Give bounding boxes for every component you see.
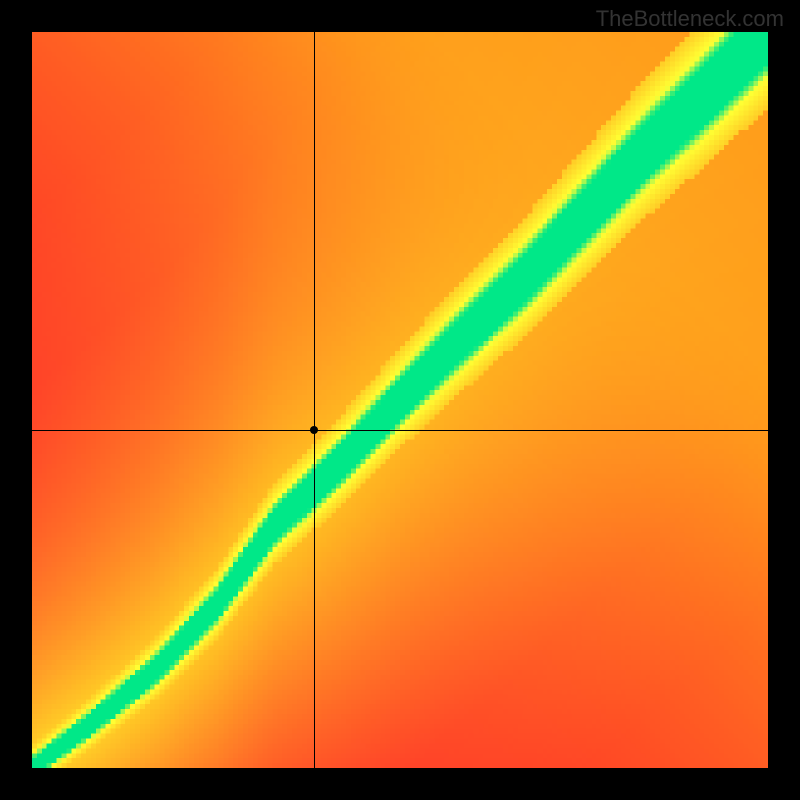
chart-container: TheBottleneck.com xyxy=(0,0,800,800)
crosshair-vertical xyxy=(314,32,315,768)
watermark-text: TheBottleneck.com xyxy=(596,6,784,32)
bottleneck-heatmap xyxy=(32,32,768,768)
plot-area xyxy=(32,32,768,768)
crosshair-horizontal xyxy=(32,430,768,431)
marker-dot xyxy=(310,426,318,434)
